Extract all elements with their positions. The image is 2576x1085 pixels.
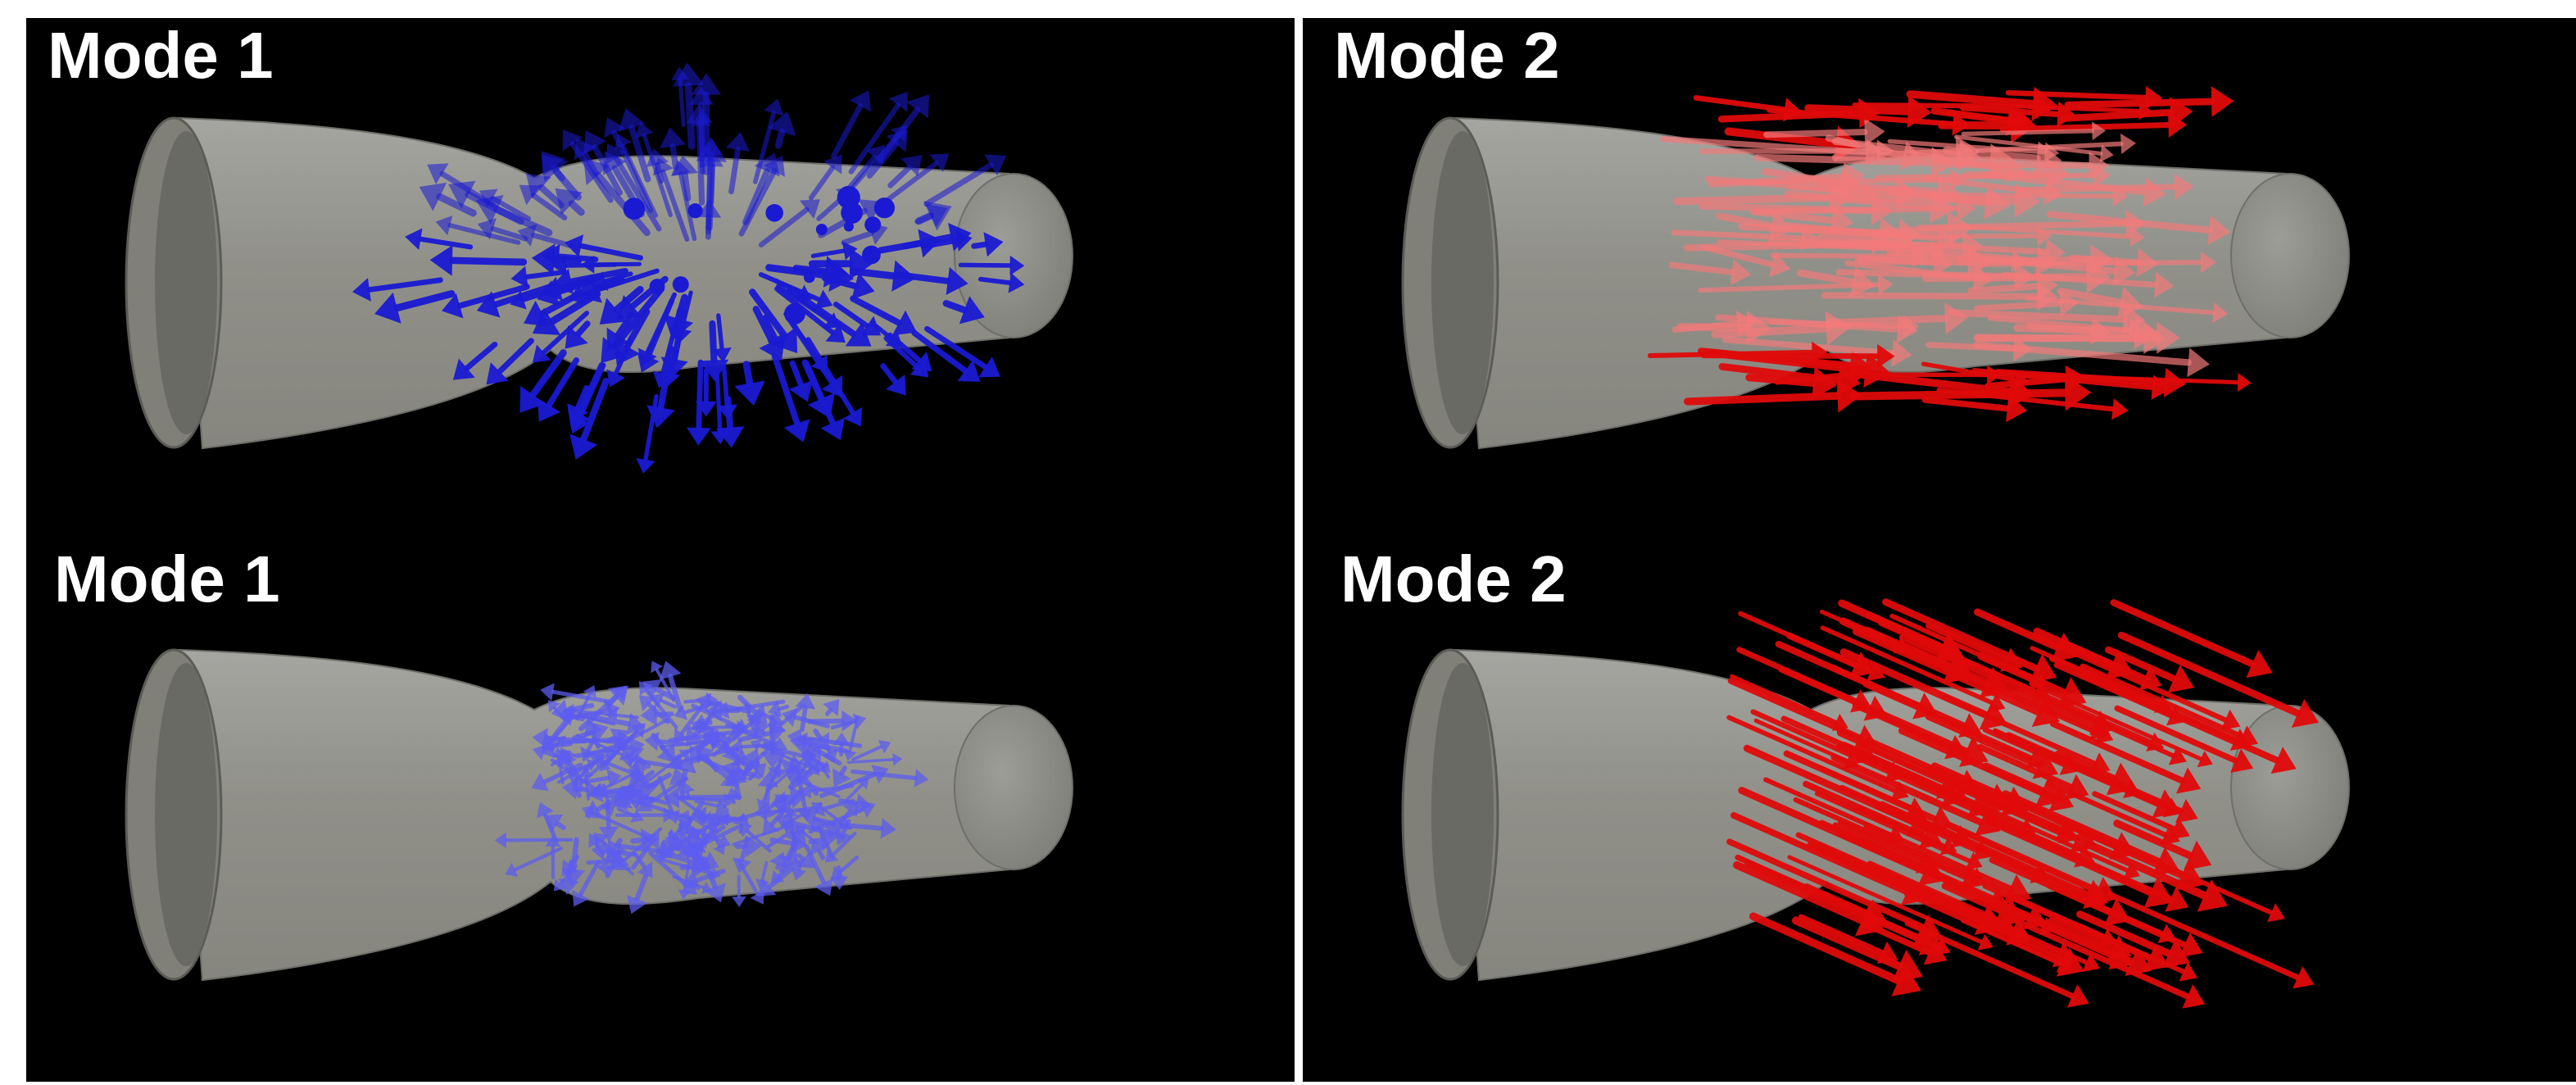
mode-2-view-bottom: Mode 2 <box>1303 542 2576 1082</box>
mode-1-view-top: Mode 1 <box>26 18 1295 550</box>
left-panel: Mode 1 Mode 1 <box>26 18 1295 1082</box>
vector-field-arrows <box>352 62 1025 474</box>
vessel-render-mode-2-bottom <box>1401 598 2350 1009</box>
vector-field-arrows <box>494 661 929 915</box>
vessel-render-mode-1-top <box>125 62 1073 474</box>
right-panel: Mode 2 Mode 2 <box>1303 18 2576 1082</box>
vessel-render-mode-2-top <box>1401 85 2350 450</box>
vector-field-arrows <box>1726 598 2319 1009</box>
mode-label: Mode 2 <box>1340 542 1567 615</box>
mode-label: Mode 1 <box>48 19 274 92</box>
mode-1-view-bottom: Mode 1 <box>26 542 1295 1082</box>
mode-label: Mode 1 <box>54 542 280 615</box>
vector-field-arrows <box>1647 85 2252 423</box>
vessel-render-mode-1-bottom <box>125 648 1073 982</box>
mode-2-view-top: Mode 2 <box>1303 18 2576 550</box>
mode-label: Mode 2 <box>1334 19 1560 92</box>
